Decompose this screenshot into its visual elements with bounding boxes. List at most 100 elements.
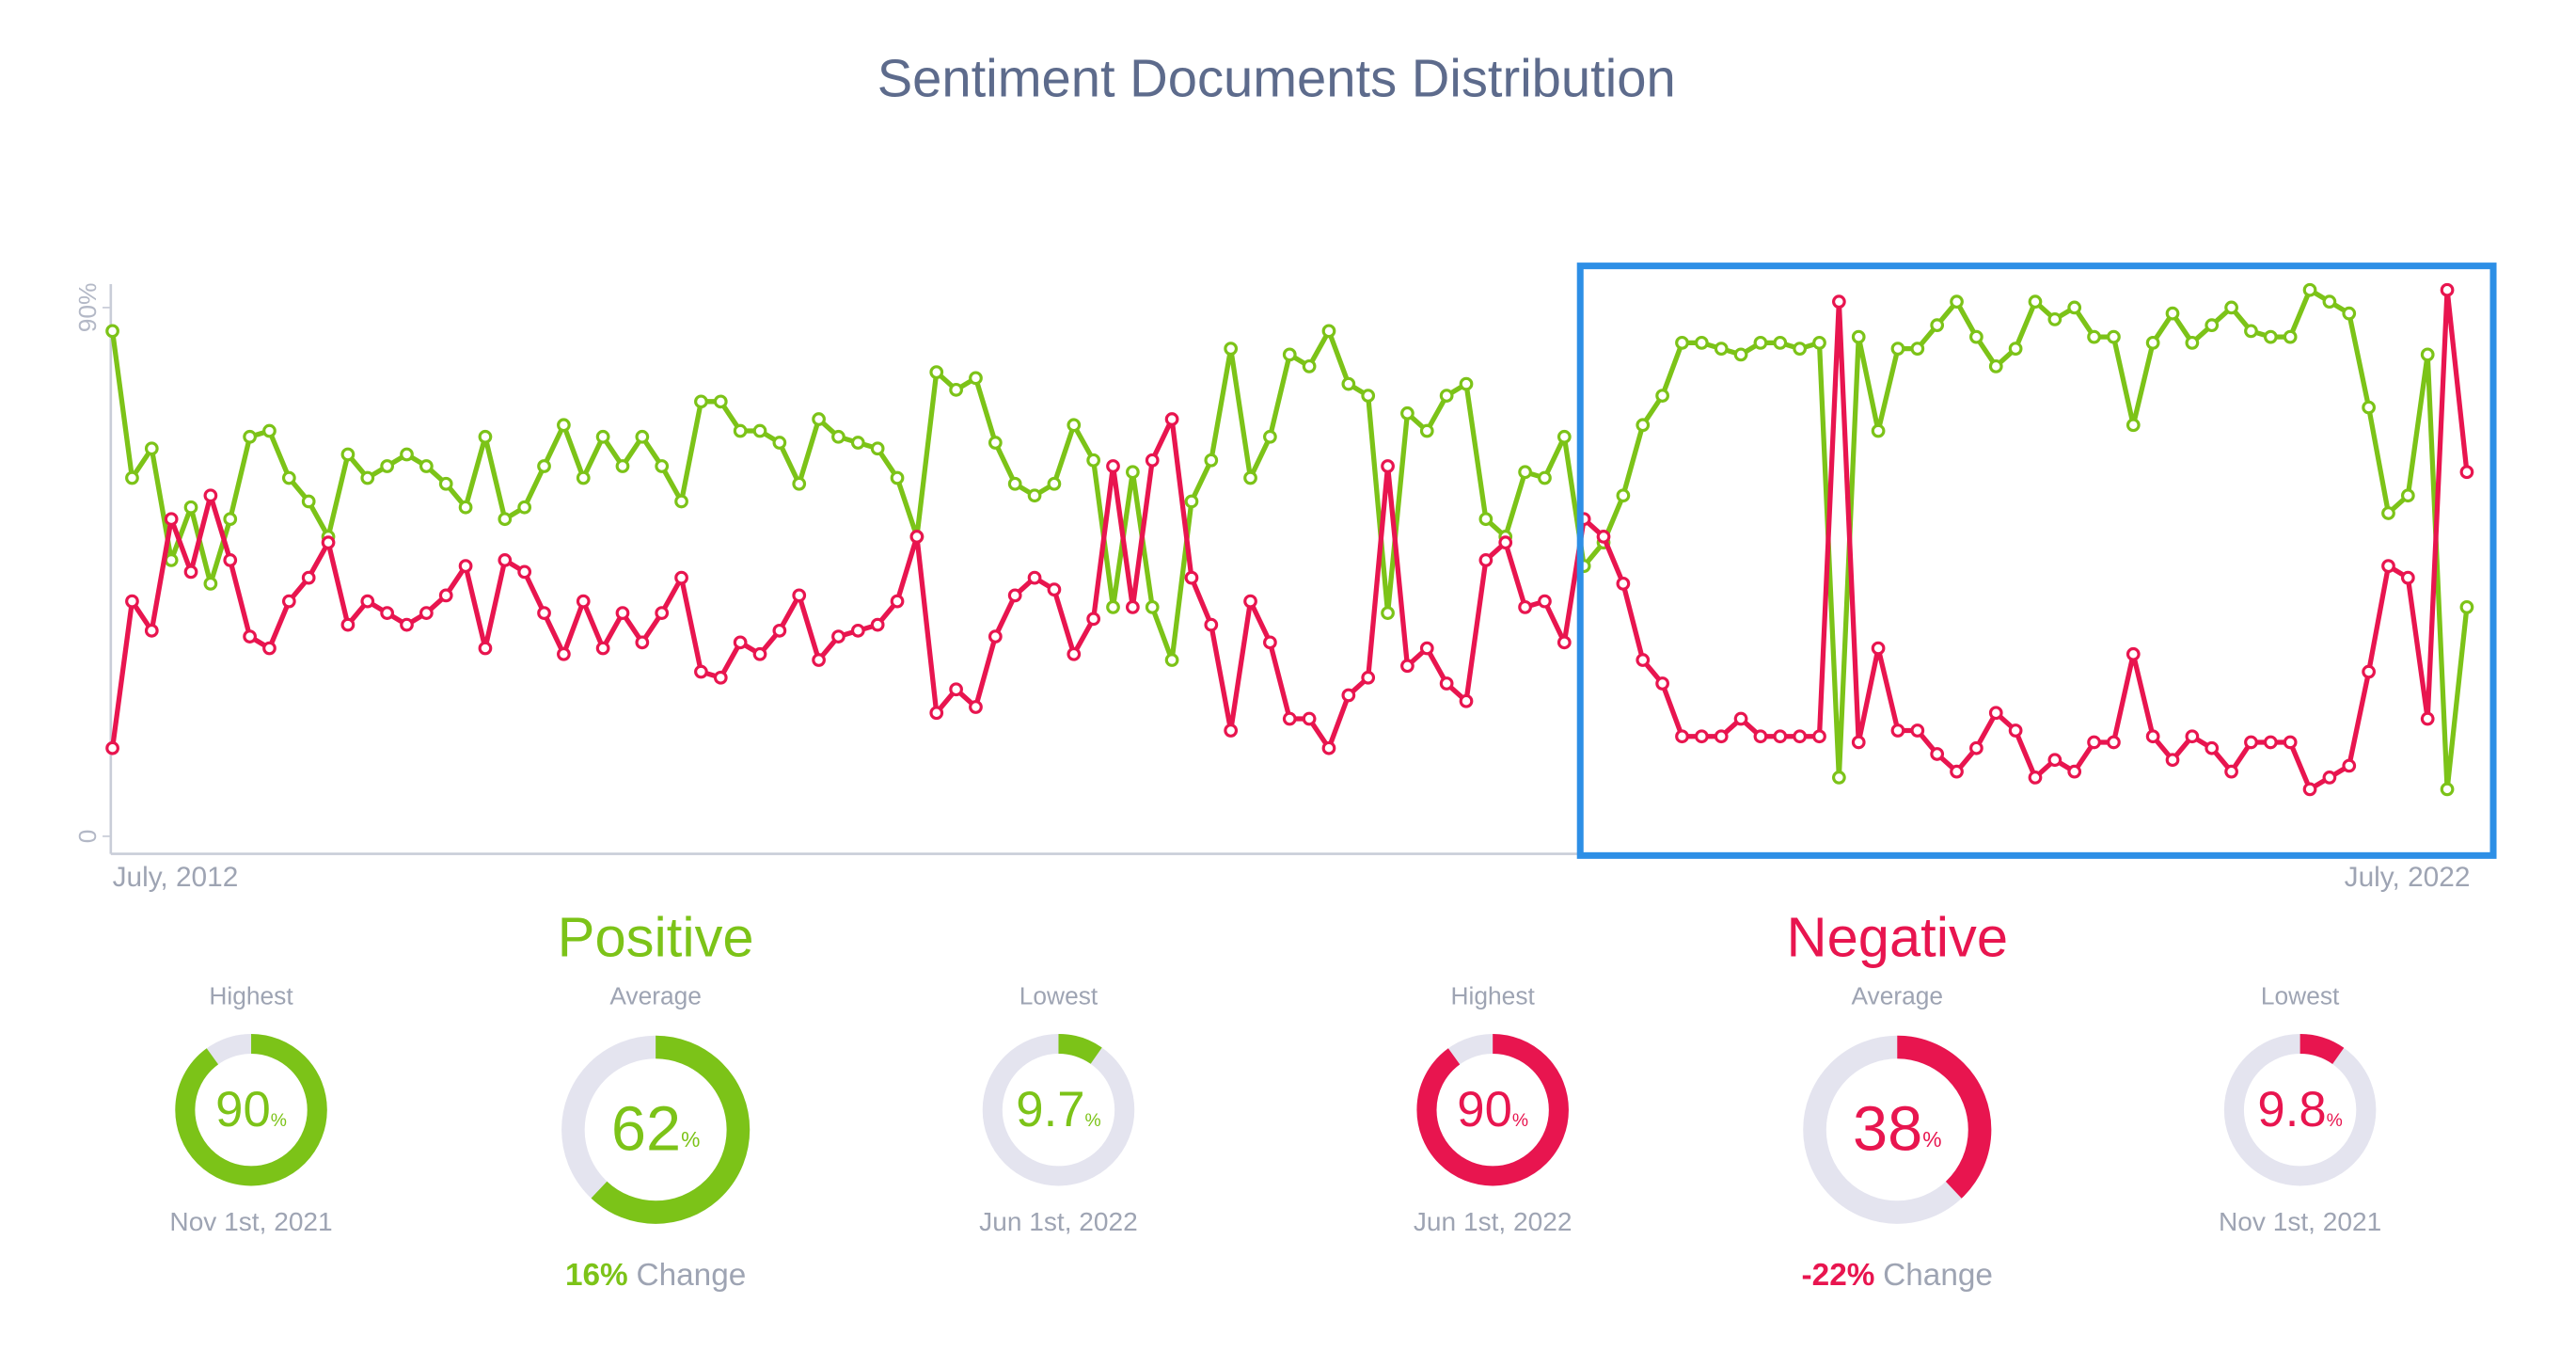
data-point	[772, 623, 787, 638]
data-point	[1851, 735, 1866, 750]
summary: Positive Highest 90% Nov 1st, 2021 Average 62…	[169, 905, 2381, 1292]
data-point	[1557, 429, 1572, 444]
data-point	[1086, 453, 1101, 468]
data-point	[1538, 594, 1552, 609]
data-point	[2047, 312, 2062, 326]
data-point	[243, 629, 257, 644]
data-point	[1910, 342, 1925, 357]
change: 16% Change	[565, 1258, 746, 1293]
data-point	[1204, 453, 1219, 468]
data-point	[1361, 670, 1376, 685]
data-point	[2028, 771, 2043, 785]
data-point	[1184, 494, 1199, 509]
data-point	[262, 641, 277, 656]
highlight-box	[1576, 262, 2497, 859]
data-point	[595, 641, 610, 656]
data-point	[1831, 771, 1846, 785]
data-point	[2420, 711, 2435, 726]
data-point	[2362, 664, 2376, 679]
data-point	[380, 606, 395, 620]
data-point	[380, 459, 395, 473]
chart-title: Sentiment Documents Distribution	[877, 49, 1676, 108]
data-point	[340, 617, 356, 632]
data-point	[1106, 459, 1120, 473]
data-point	[1518, 599, 1532, 614]
data-point	[2008, 342, 2023, 357]
data-point	[1067, 646, 1082, 661]
stat-unit: %	[681, 1127, 700, 1152]
data-point	[1086, 612, 1101, 627]
data-point	[1733, 711, 1748, 726]
data-point	[2185, 336, 2200, 350]
data-point	[1224, 342, 1239, 357]
data-point	[635, 635, 650, 650]
data-point	[694, 394, 708, 409]
data-point	[1419, 641, 1434, 656]
data-point	[360, 470, 375, 485]
data-point	[850, 623, 865, 638]
data-point	[125, 594, 139, 609]
data-point	[517, 564, 532, 580]
data-point	[1243, 594, 1257, 609]
data-point	[1302, 711, 1317, 726]
data-point	[1675, 336, 1689, 350]
data-point	[1851, 329, 1866, 344]
data-point	[360, 594, 375, 609]
change-value: 16%	[565, 1258, 628, 1293]
data-point	[1636, 418, 1651, 433]
data-point	[2165, 306, 2180, 321]
data-point	[2302, 282, 2317, 297]
data-point	[1400, 659, 1414, 674]
data-point	[1459, 376, 1474, 391]
data-point	[1321, 324, 1336, 339]
data-point	[1988, 706, 2003, 721]
stat-number: 62	[611, 1094, 681, 1164]
data-point	[655, 459, 670, 473]
data-point	[478, 641, 493, 656]
data-point	[1145, 599, 1160, 614]
data-point	[537, 606, 551, 620]
data-point	[1224, 723, 1239, 738]
data-point	[2126, 646, 2141, 661]
data-point	[301, 494, 316, 509]
stat-value: 38%	[1853, 1094, 1941, 1164]
data-point	[400, 447, 414, 462]
data-point	[243, 429, 257, 444]
data-point	[792, 588, 807, 603]
data-point	[1164, 653, 1179, 667]
data-point	[2362, 400, 2376, 415]
stat-value: 90%	[215, 1082, 287, 1137]
data-point	[498, 553, 513, 567]
data-point	[1381, 606, 1395, 620]
data-point	[1263, 635, 1277, 650]
data-point	[2224, 764, 2238, 779]
data-point	[1419, 423, 1434, 438]
data-point	[537, 459, 551, 473]
data-point	[1439, 389, 1454, 403]
data-point	[1596, 530, 1611, 544]
data-point	[281, 594, 296, 609]
data-point	[2400, 488, 2415, 503]
data-point	[1263, 429, 1277, 444]
stat-value: 62%	[611, 1094, 700, 1164]
data-point	[1988, 358, 2003, 374]
data-point	[1930, 318, 1945, 333]
data-point	[2244, 735, 2258, 750]
data-point	[1067, 418, 1082, 433]
y-tick-label: 90%	[73, 283, 102, 333]
data-point	[301, 570, 316, 585]
data-point	[1969, 740, 1983, 755]
data-point	[831, 629, 845, 644]
data-point	[144, 623, 159, 638]
data-point	[105, 740, 119, 755]
stat-date: Nov 1st, 2021	[2219, 1207, 2381, 1236]
data-point	[1910, 723, 1925, 738]
data-point	[792, 476, 807, 491]
data-point	[419, 606, 434, 620]
data-point	[2107, 735, 2121, 750]
data-point	[1871, 423, 1886, 438]
stat-label: Average	[609, 981, 702, 1009]
data-point	[183, 500, 198, 515]
data-point	[105, 324, 119, 339]
